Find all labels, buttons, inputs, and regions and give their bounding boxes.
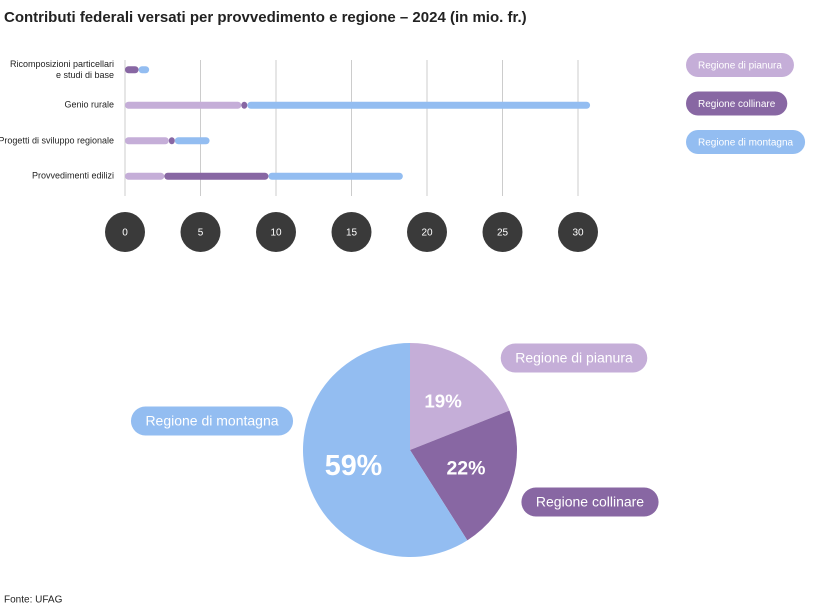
legend-pill [130,406,294,436]
tick-marker [482,212,523,252]
value-label: 59% [325,450,383,482]
legend-item: Regione di montagna [130,406,294,436]
bar-segment [138,66,150,74]
bar-segment [125,66,139,74]
x-tick-label: 0 [122,228,128,239]
x-tick-label: 5 [198,228,204,239]
bar-segment [268,172,403,180]
legend-item: Regione collinare [521,487,659,517]
source: Fonte: UFAG [4,595,63,606]
bar-segment [247,101,591,109]
legend-label: Regione di montagna [698,138,794,149]
legend-pill [686,130,806,154]
tick-marker [105,212,145,252]
pie-slice [303,343,468,557]
legend-pill [686,53,794,77]
x-tick-label: 20 [421,228,433,239]
bar-segment [241,101,248,109]
bar-segment [125,101,242,109]
legend-label: Regione collinare [698,99,776,110]
value-label: 22% [446,457,485,479]
legend-item: Regione collinare [686,91,788,116]
legend-pill [686,91,788,116]
bar-segment [174,137,210,145]
bar-segment [125,137,169,145]
value-label: 19% [424,390,462,411]
x-tick-label: 25 [497,228,509,239]
legend-label: Regione di montagna [145,413,278,429]
x-tick-label: 10 [270,228,282,239]
bar-segment [125,172,165,180]
legend-item: Regione di pianura [686,53,794,77]
bar-segment [168,137,175,145]
legend-item: Regione di pianura [500,343,648,373]
bar-segment [164,172,269,180]
legend-label: Regione di pianura [515,350,633,366]
tick-marker [558,212,598,252]
legend-label: Regione di pianura [698,61,782,72]
legend-label: Regione collinare [536,494,644,510]
pie-slice [410,410,517,541]
category-label: Ricomposizioni particellari e studi di b… [9,58,114,80]
pie-slice [410,343,510,450]
chart-title: Contributi federali versati per provvedi… [4,9,527,26]
legend-pill [521,487,659,517]
category-label: Genio rurale [64,99,114,110]
tick-marker [331,212,372,252]
x-tick-label: 15 [346,228,358,239]
category-label: Progetti di sviluppo regionale [0,135,114,146]
tick-marker [256,212,296,252]
tick-marker [180,212,221,252]
tick-marker [407,212,447,252]
legend-pill [500,343,648,373]
x-tick-label: 30 [572,228,584,239]
legend-item: Regione di montagna [686,130,806,154]
category-label: Provvedimenti edilizi [31,170,114,181]
